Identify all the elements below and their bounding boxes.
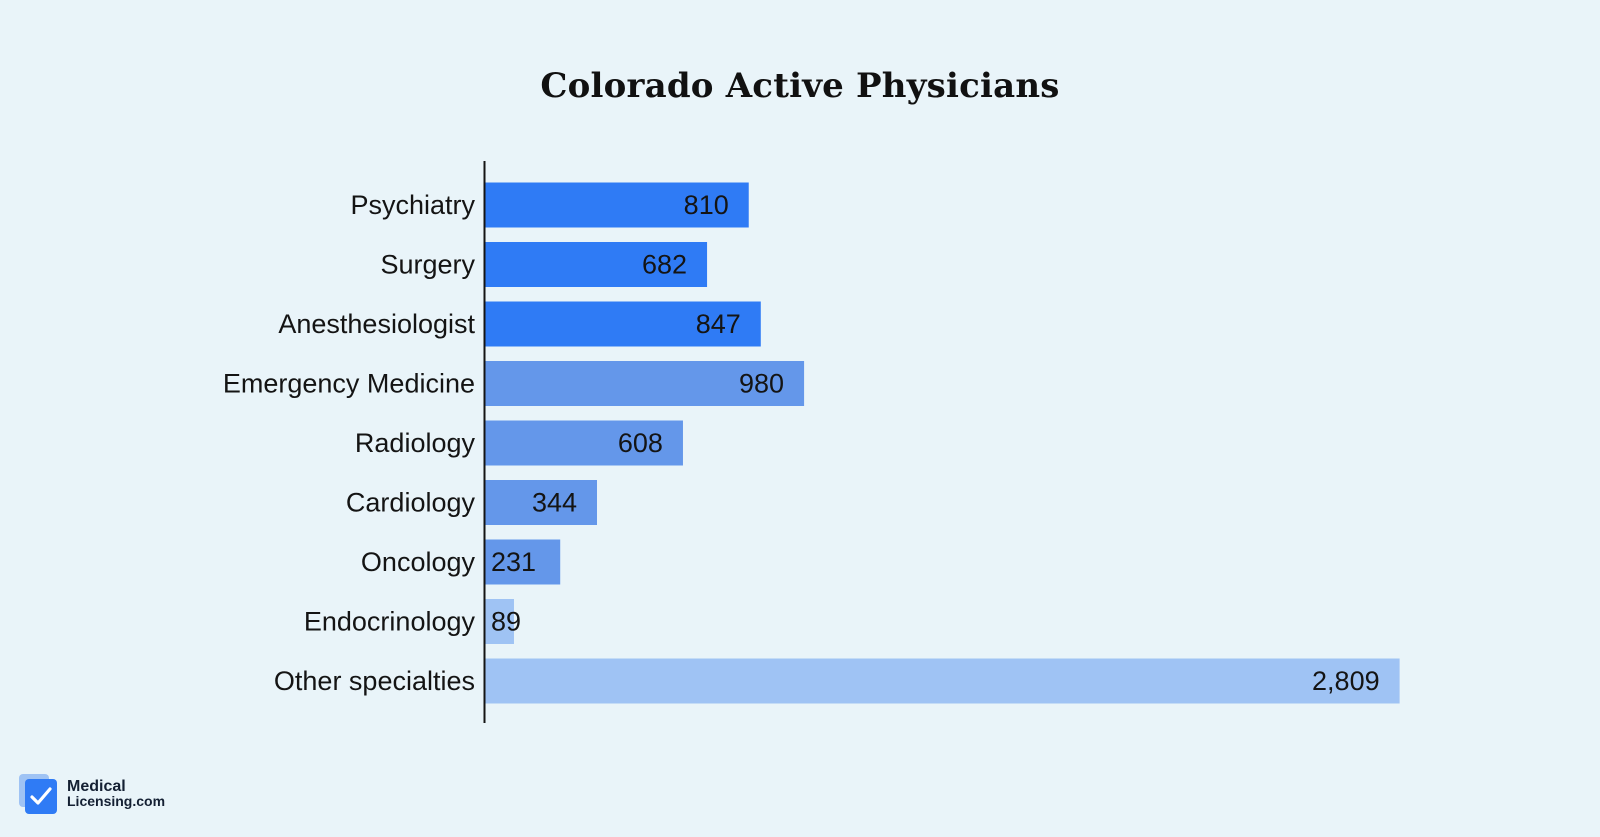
bar-endocrinology: [485, 599, 514, 644]
bar-radiology: [485, 420, 683, 466]
checkmark-icon: [19, 774, 57, 814]
value-label: 980: [739, 369, 784, 399]
bar-psychiatry: [485, 182, 749, 228]
bar-anesthesiologist: [485, 301, 761, 347]
category-label: Other specialties: [274, 666, 475, 696]
bars-layer: Psychiatry 810 Surgery 682 Anesthesiologist 8…: [223, 182, 1400, 704]
bar-emergency-medicine: [485, 361, 805, 406]
category-label: Anesthesiologist: [278, 309, 475, 339]
value-label: 608: [618, 428, 663, 458]
category-label: Surgery: [380, 250, 475, 280]
logo-wordmark: Medical Licensing.com: [67, 779, 165, 809]
logo-text-line2: Licensing.com: [67, 793, 166, 809]
value-label: 810: [684, 190, 729, 220]
category-label: Endocrinology: [304, 607, 476, 637]
value-label: 344: [532, 488, 577, 518]
category-label: Radiology: [355, 428, 476, 458]
category-label: Psychiatry: [350, 190, 475, 220]
value-label: 231: [491, 547, 536, 577]
logo-text-line1: Medical: [67, 778, 126, 795]
chart-title: Colorado Active Physicians: [540, 66, 1060, 106]
bar-chart: Psychiatry 810 Surgery 682 Anesthesiologist 8…: [223, 161, 1400, 723]
category-label: Emergency Medicine: [223, 369, 475, 399]
bar-oncology: [485, 539, 561, 585]
category-label: Cardiology: [346, 488, 476, 518]
bar-cardiology: [485, 480, 598, 525]
value-label: 89: [491, 607, 521, 637]
value-label: 847: [696, 309, 741, 339]
bar-surgery: [485, 242, 708, 287]
brand-logo: Medical Licensing.com: [19, 774, 165, 814]
bar-other-specialties: [485, 658, 1400, 704]
value-label: 682: [642, 250, 687, 280]
value-label: 2,809: [1312, 666, 1380, 696]
category-label: Oncology: [361, 547, 476, 577]
